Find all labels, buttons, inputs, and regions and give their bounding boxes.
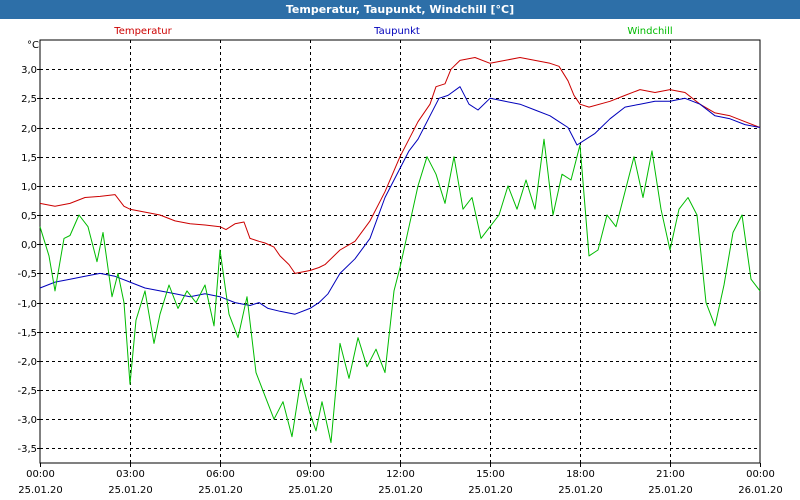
x-tick-date-label: 25.01.20	[558, 485, 603, 496]
y-tick-label: 0,0	[21, 240, 37, 251]
y-tick-label: 3,0	[21, 65, 37, 76]
y-tick-label: 2,5	[21, 94, 37, 105]
y-tick-label: 1,5	[21, 153, 37, 164]
series-line-taupunkt	[39, 86, 761, 315]
x-tick-time-label: 00:00	[746, 469, 775, 480]
y-tick-label: 0,5	[21, 211, 37, 222]
series-line-windchill	[39, 138, 761, 444]
x-tick-date-label: 25.01.20	[288, 485, 333, 496]
x-tick-date-label: 25.01.20	[648, 485, 693, 496]
chart-area: °C 3,0 2,5 2,0 1,5 1,0 0,5 0,0 -0,5 -1,0 -1,5 -2,0 -…	[17, 26, 783, 496]
y-axis-unit: °C	[27, 40, 39, 51]
x-tick-date-label: 25.01.20	[108, 485, 153, 496]
y-tick-label: -0,5	[17, 269, 37, 280]
y-tick-label: -1,0	[17, 299, 37, 310]
x-tick-date-label: 25.01.20	[378, 485, 423, 496]
legend-taupunkt: Taupunkt	[373, 26, 420, 37]
y-tick-label: -1,5	[17, 328, 37, 339]
x-tick-time-label: 00:00	[26, 469, 55, 480]
legend-temperatur: Temperatur	[113, 26, 172, 37]
x-tick-time-label: 21:00	[656, 469, 685, 480]
x-tick-date-label: 25.01.20	[468, 485, 513, 496]
y-tick-label: -2,0	[17, 357, 37, 368]
y-tick-label: 1,0	[21, 182, 37, 193]
y-tick-label: 2,0	[21, 124, 37, 135]
legend-windchill: Windchill	[627, 26, 672, 37]
x-tick-time-label: 06:00	[206, 469, 235, 480]
x-tick-time-label: 18:00	[566, 469, 595, 480]
x-tick-time-label: 09:00	[296, 469, 325, 480]
x-tick-time-label: 03:00	[116, 469, 145, 480]
y-tick-label: -2,5	[17, 386, 37, 397]
x-tick-date-label: 26.01.20	[738, 485, 783, 496]
x-tick-time-label: 15:00	[476, 469, 505, 480]
y-tick-label: -3,5	[17, 444, 37, 455]
window-title: Temperatur, Taupunkt, Windchill [°C]	[0, 0, 800, 19]
x-tick-date-label: 25.01.20	[198, 485, 243, 496]
x-tick-date-label: 25.01.20	[18, 485, 63, 496]
y-tick-label: -3,0	[17, 415, 37, 426]
x-tick-time-label: 12:00	[386, 469, 415, 480]
series-line-temperatur	[39, 57, 761, 274]
